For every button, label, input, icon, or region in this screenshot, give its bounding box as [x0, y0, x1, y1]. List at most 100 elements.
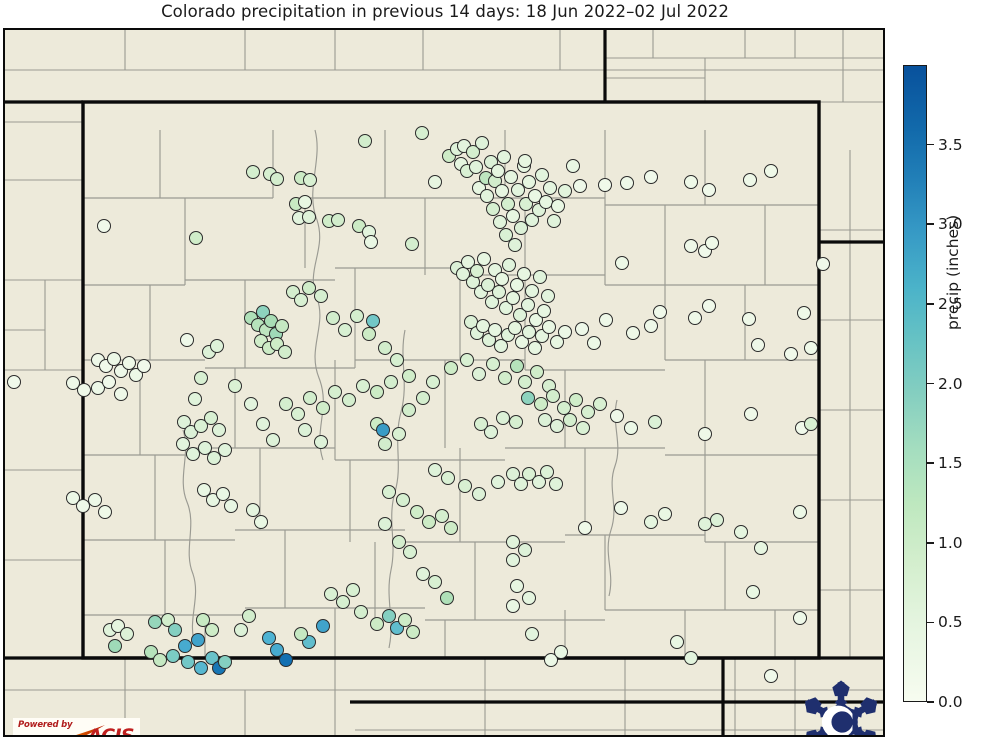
station-marker[interactable] [514, 477, 528, 491]
station-marker[interactable] [228, 379, 242, 393]
station-marker[interactable] [804, 417, 818, 431]
station-marker[interactable] [546, 389, 560, 403]
station-marker[interactable] [495, 272, 509, 286]
station-marker[interactable] [466, 145, 480, 159]
station-marker[interactable] [196, 613, 210, 627]
station-marker[interactable] [784, 347, 798, 361]
station-marker[interactable] [166, 649, 180, 663]
station-marker[interactable] [569, 393, 583, 407]
station-marker[interactable] [440, 591, 454, 605]
station-marker[interactable] [624, 421, 638, 435]
station-marker[interactable] [734, 525, 748, 539]
station-marker[interactable] [593, 397, 607, 411]
station-marker[interactable] [684, 175, 698, 189]
station-marker[interactable] [541, 289, 555, 303]
station-marker[interactable] [751, 338, 765, 352]
station-marker[interactable] [180, 333, 194, 347]
station-marker[interactable] [441, 471, 455, 485]
station-marker[interactable] [746, 585, 760, 599]
station-marker[interactable] [793, 611, 807, 625]
station-marker[interactable] [405, 237, 419, 251]
station-marker[interactable] [506, 535, 520, 549]
station-marker[interactable] [278, 345, 292, 359]
station-marker[interactable] [521, 298, 535, 312]
station-marker[interactable] [246, 165, 260, 179]
station-marker[interactable] [254, 515, 268, 529]
station-marker[interactable] [684, 239, 698, 253]
station-marker[interactable] [533, 270, 547, 284]
station-marker[interactable] [508, 321, 522, 335]
station-marker[interactable] [406, 625, 420, 639]
station-marker[interactable] [378, 437, 392, 451]
station-marker[interactable] [525, 284, 539, 298]
station-marker[interactable] [262, 631, 276, 645]
station-marker[interactable] [378, 517, 392, 531]
station-marker[interactable] [544, 653, 558, 667]
station-marker[interactable] [366, 314, 380, 328]
station-marker[interactable] [816, 257, 830, 271]
station-marker[interactable] [549, 477, 563, 491]
station-marker[interactable] [554, 645, 568, 659]
station-marker[interactable] [108, 639, 122, 653]
station-marker[interactable] [469, 160, 483, 174]
station-marker[interactable] [422, 515, 436, 529]
station-marker[interactable] [77, 383, 91, 397]
station-marker[interactable] [521, 391, 535, 405]
station-marker[interactable] [270, 643, 284, 657]
station-marker[interactable] [537, 304, 551, 318]
station-marker[interactable] [626, 326, 640, 340]
station-marker[interactable] [402, 403, 416, 417]
station-marker[interactable] [302, 281, 316, 295]
station-marker[interactable] [547, 214, 561, 228]
station-marker[interactable] [518, 154, 532, 168]
station-marker[interactable] [153, 653, 167, 667]
station-marker[interactable] [518, 543, 532, 557]
station-marker[interactable] [88, 493, 102, 507]
station-marker[interactable] [316, 401, 330, 415]
station-marker[interactable] [279, 397, 293, 411]
station-marker[interactable] [610, 409, 624, 423]
station-marker[interactable] [742, 312, 756, 326]
station-marker[interactable] [197, 483, 211, 497]
station-marker[interactable] [242, 609, 256, 623]
station-marker[interactable] [148, 615, 162, 629]
station-marker[interactable] [176, 437, 190, 451]
station-marker[interactable] [497, 150, 511, 164]
station-marker[interactable] [354, 605, 368, 619]
station-marker[interactable] [416, 567, 430, 581]
station-marker[interactable] [486, 202, 500, 216]
station-marker[interactable] [76, 499, 90, 513]
station-marker[interactable] [518, 375, 532, 389]
station-marker[interactable] [382, 485, 396, 499]
station-marker[interactable] [670, 635, 684, 649]
station-marker[interactable] [540, 465, 554, 479]
station-marker[interactable] [194, 661, 208, 675]
station-marker[interactable] [378, 341, 392, 355]
station-marker[interactable] [614, 501, 628, 515]
station-marker[interactable] [120, 627, 134, 641]
station-marker[interactable] [316, 619, 330, 633]
station-marker[interactable] [246, 503, 260, 517]
station-marker[interactable] [658, 507, 672, 521]
station-marker[interactable] [314, 435, 328, 449]
station-marker[interactable] [551, 199, 565, 213]
station-marker[interactable] [98, 505, 112, 519]
station-marker[interactable] [186, 447, 200, 461]
station-marker[interactable] [578, 521, 592, 535]
station-marker[interactable] [493, 215, 507, 229]
station-marker[interactable] [402, 369, 416, 383]
station-marker[interactable] [506, 209, 520, 223]
station-marker[interactable] [212, 423, 226, 437]
station-marker[interactable] [653, 305, 667, 319]
station-marker[interactable] [168, 623, 182, 637]
station-marker[interactable] [499, 228, 513, 242]
station-marker[interactable] [705, 236, 719, 250]
station-marker[interactable] [702, 183, 716, 197]
station-marker[interactable] [107, 352, 121, 366]
station-marker[interactable] [558, 325, 572, 339]
station-marker[interactable] [644, 319, 658, 333]
station-marker[interactable] [234, 623, 248, 637]
station-marker[interactable] [543, 181, 557, 195]
station-marker[interactable] [492, 285, 506, 299]
station-marker[interactable] [218, 443, 232, 457]
